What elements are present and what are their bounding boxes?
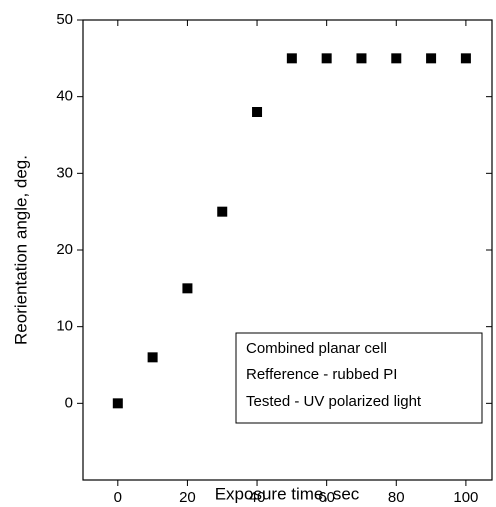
data-point (112, 398, 123, 409)
x-tick-label: 0 (114, 489, 122, 506)
data-point (147, 352, 158, 363)
data-point (391, 53, 402, 64)
x-tick-label: 20 (179, 489, 196, 506)
y-axis-title: Reorientation angle, deg. (11, 155, 30, 345)
x-tick-label: 80 (388, 489, 405, 506)
data-point (252, 107, 263, 117)
x-tick-label: 100 (453, 489, 478, 506)
y-tick-label: 10 (56, 318, 73, 335)
data-point (356, 53, 367, 64)
data-point (426, 53, 437, 64)
data-point (217, 206, 228, 217)
y-tick-label: 20 (56, 241, 73, 258)
data-point (286, 53, 297, 64)
x-axis-title: Exposure time, sec (215, 484, 360, 503)
y-tick-label: 30 (56, 164, 73, 181)
annotation-line: Refference - rubbed PI (246, 366, 397, 383)
data-point (321, 53, 332, 64)
data-point (460, 53, 471, 64)
x-tick-label: 40 (249, 489, 266, 506)
y-tick-label: 50 (56, 11, 73, 28)
y-tick-label: 0 (65, 394, 73, 411)
annotation-line: Tested - UV polarized light (246, 393, 422, 410)
y-tick-label: 40 (56, 88, 73, 105)
annotation-line: Combined planar cell (246, 340, 387, 357)
annotation-box (235, 332, 483, 424)
x-tick-label: 60 (318, 489, 335, 506)
data-point (182, 283, 193, 294)
